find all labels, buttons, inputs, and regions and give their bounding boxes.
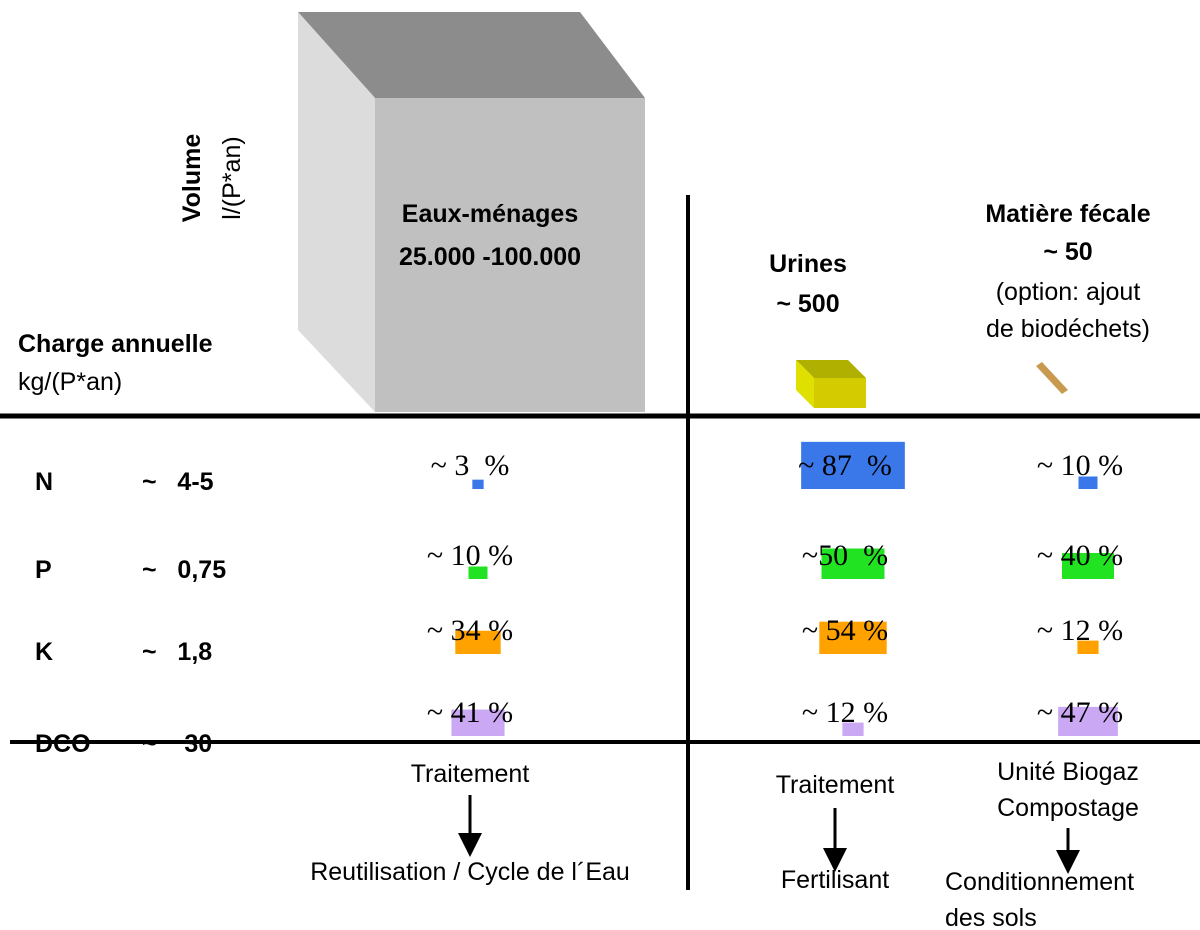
urine-icon-front bbox=[814, 378, 866, 408]
column-header: Urines bbox=[769, 250, 847, 278]
column-header: 25.000 -100.000 bbox=[399, 243, 581, 271]
percent-label: ~ 40 % bbox=[1037, 539, 1123, 572]
result-label: Conditionnement bbox=[945, 868, 1134, 896]
percent-label: ~ 10 % bbox=[427, 539, 513, 572]
percent-label: ~ 3 % bbox=[431, 449, 510, 482]
load-unit: kg/(P*an) bbox=[18, 368, 122, 396]
row-load: ~ 30 bbox=[142, 730, 212, 758]
percent-label: ~ 87 % bbox=[798, 449, 892, 482]
row-name: DCO bbox=[35, 730, 91, 758]
column-header: Matière fécale bbox=[985, 200, 1150, 228]
diagram: Volume l/(P*an) Charge annuelle kg/(P*an… bbox=[0, 0, 1200, 930]
fecal-icon bbox=[1036, 362, 1068, 394]
percent-label: ~ 47 % bbox=[1037, 696, 1123, 729]
volume-title: Volume bbox=[178, 134, 206, 223]
column-header: ~ 50 bbox=[1043, 238, 1092, 266]
process-label: Compostage bbox=[997, 794, 1139, 822]
percent-label: ~ 34 % bbox=[427, 614, 513, 647]
column-header: ~ 500 bbox=[776, 290, 839, 318]
percent-label: ~ 41 % bbox=[427, 696, 513, 729]
row-load: ~ 1,8 bbox=[142, 638, 212, 666]
result-label: des sols bbox=[945, 904, 1037, 930]
process-label: Traitement bbox=[776, 771, 895, 799]
row-name: N bbox=[35, 468, 53, 496]
load-title: Charge annuelle bbox=[18, 330, 213, 358]
percent-label: ~ 54 % bbox=[802, 614, 888, 647]
process-label: Traitement bbox=[411, 760, 530, 788]
process-label: Unité Biogaz bbox=[997, 758, 1139, 786]
row-load: ~ 4-5 bbox=[142, 468, 214, 496]
column-header: de biodéchets) bbox=[986, 315, 1150, 343]
row-name: K bbox=[35, 638, 53, 666]
percent-label: ~ 12 % bbox=[1037, 614, 1123, 647]
result-label: Fertilisant bbox=[781, 866, 889, 894]
row-name: P bbox=[35, 556, 52, 584]
percent-label: ~ 12 % bbox=[802, 696, 888, 729]
volume-unit: l/(P*an) bbox=[218, 136, 246, 219]
percent-label: ~50 % bbox=[802, 539, 888, 572]
column-header: (option: ajout bbox=[996, 278, 1141, 306]
row-load: ~ 0,75 bbox=[142, 556, 226, 584]
percent-label: ~ 10 % bbox=[1037, 449, 1123, 482]
result-label: Reutilisation / Cycle de l´Eau bbox=[310, 858, 630, 886]
column-header: Eaux-ménages bbox=[402, 200, 578, 228]
